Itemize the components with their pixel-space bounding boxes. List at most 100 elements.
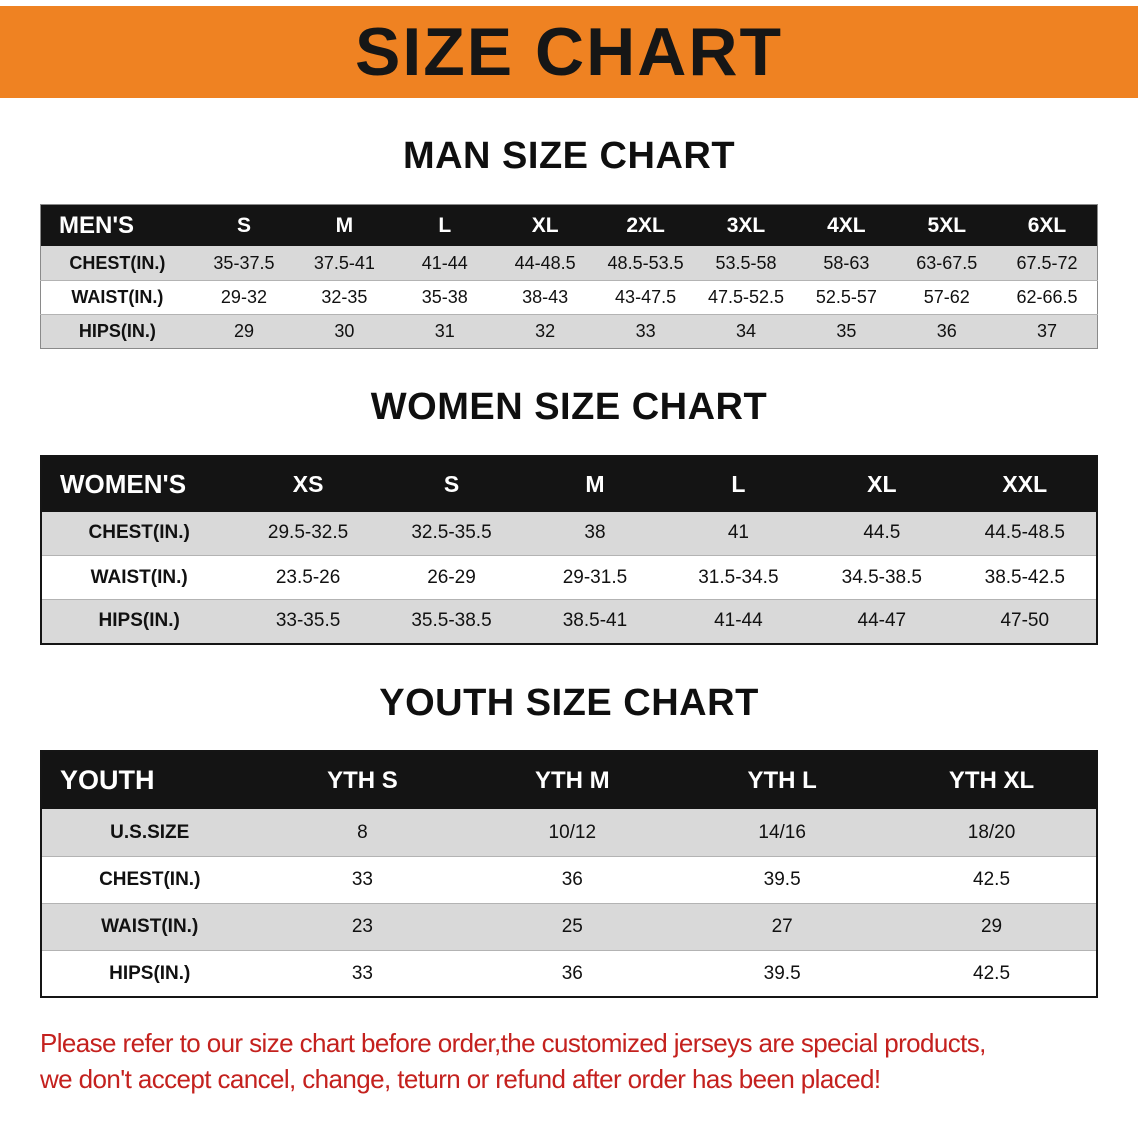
size-value-cell: 38.5-42.5 xyxy=(984,566,1065,588)
size-value-cell: 38.5-41 xyxy=(562,610,628,632)
size-column-header: XL xyxy=(494,204,596,247)
size-column-header: S xyxy=(193,204,295,247)
size-value-cell: 35-38 xyxy=(421,286,468,307)
size-value-cell: 63-67.5 xyxy=(916,252,978,273)
row-label: HIPS(IN.) xyxy=(78,320,156,341)
size-value-cell: 36 xyxy=(561,868,583,890)
size-value-cell: 32-35 xyxy=(321,286,368,307)
size-value-cell: 62-66.5 xyxy=(1016,286,1078,307)
youth-size-chart-section: YOUTH SIZE CHART YOUTH YTH S YTH M YTH L YTH… xyxy=(0,681,1138,999)
size-value-cell: 29-32 xyxy=(220,286,267,307)
size-value-cell: 48.5-53.5 xyxy=(607,252,684,273)
measurement-row: WAIST(IN.) 29-32 32-35 35-38 38-43 43-47.5 47.… xyxy=(40,280,1098,315)
women-size-table: WOMEN'S XS S M L XL XXL CHEST(IN.) 29.5-32.5 32.5… xyxy=(40,454,1098,645)
size-column-header: L xyxy=(394,204,495,247)
size-column-header: YTH L xyxy=(677,751,888,810)
size-column-header: M xyxy=(523,455,667,512)
size-value-cell: 39.5 xyxy=(763,962,801,984)
measurement-row: U.S.SIZE 8 10/12 14/16 18/20 xyxy=(41,809,1097,857)
size-value-cell: 57-62 xyxy=(923,286,970,307)
size-value-cell: 14/16 xyxy=(758,821,806,843)
size-value-cell: 34 xyxy=(735,320,756,341)
size-value-cell: 29-31.5 xyxy=(562,566,628,588)
size-value-cell: 25 xyxy=(561,915,583,937)
size-value-cell: 38-43 xyxy=(522,286,569,307)
size-column-header: 3XL xyxy=(695,204,797,247)
size-value-cell: 58-63 xyxy=(823,252,870,273)
row-label: WAIST(IN.) xyxy=(101,915,199,937)
size-value-cell: 42.5 xyxy=(973,868,1011,890)
youth-size-table: YOUTH YTH S YTH M YTH L YTH XL U.S.SIZE 8 10/12… xyxy=(40,750,1098,999)
size-value-cell: 33 xyxy=(635,320,656,341)
size-value-cell: 44-48.5 xyxy=(514,252,576,273)
size-value-cell: 36 xyxy=(936,320,957,341)
size-value-cell: 23.5-26 xyxy=(275,566,341,588)
size-value-cell: 29 xyxy=(980,915,1003,937)
size-value-cell: 41-44 xyxy=(714,610,763,632)
row-label: U.S.SIZE xyxy=(110,821,190,843)
size-value-cell: 44.5 xyxy=(863,522,901,544)
table-corner-label: YOUTH xyxy=(41,751,258,810)
section-heading-man: MAN SIZE CHART xyxy=(402,135,736,177)
size-value-cell: 43-47.5 xyxy=(615,286,677,307)
row-label: CHEST(IN.) xyxy=(99,868,201,890)
banner: SIZE CHART xyxy=(0,6,1138,98)
page-title: SIZE CHART xyxy=(355,14,783,90)
size-value-cell: 67.5-72 xyxy=(1016,252,1078,273)
size-value-cell: 31 xyxy=(434,320,455,341)
size-value-cell: 39.5 xyxy=(763,868,801,890)
measurement-row: WAIST(IN.) 23.5-26 26-29 29-31.5 31.5-34.5 34… xyxy=(41,555,1097,600)
measurement-row: HIPS(IN.) 33 36 39.5 42.5 xyxy=(41,950,1097,998)
header-row: YOUTH YTH S YTH M YTH L YTH XL xyxy=(41,751,1097,810)
size-value-cell: 41-44 xyxy=(421,252,468,273)
table-corner-label: WOMEN'S xyxy=(41,455,237,512)
size-value-cell: 44.5-48.5 xyxy=(984,522,1065,544)
size-value-cell: 35-37.5 xyxy=(213,252,275,273)
size-value-cell: 47-50 xyxy=(1000,610,1050,632)
row-label: CHEST(IN.) xyxy=(88,522,190,544)
women-size-chart-section: WOMEN SIZE CHART WOMEN'S XS S M L XL XXL CHEST(… xyxy=(0,386,1138,645)
size-value-cell: 33 xyxy=(351,868,373,890)
measurement-row: WAIST(IN.) 23 25 27 29 xyxy=(41,903,1097,951)
size-column-header: XS xyxy=(236,455,380,512)
disclaimer-line-1: Please refer to our size chart before or… xyxy=(40,1028,986,1059)
size-value-cell: 37.5-41 xyxy=(313,252,375,273)
measurement-row: CHEST(IN.) 33 36 39.5 42.5 xyxy=(41,856,1097,904)
size-value-cell: 33-35.5 xyxy=(275,610,341,632)
row-label: HIPS(IN.) xyxy=(109,962,191,984)
measurement-row: HIPS(IN.) 33-35.5 35.5-38.5 38.5-41 41-44 44-… xyxy=(41,599,1097,644)
size-column-header: XL xyxy=(810,455,954,512)
measurement-row: CHEST(IN.) 29.5-32.5 32.5-35.5 38 41 44.5 44.5… xyxy=(41,511,1097,556)
table-corner-label: MEN'S xyxy=(40,204,194,247)
size-value-cell: 52.5-57 xyxy=(815,286,877,307)
size-value-cell: 36 xyxy=(561,962,583,984)
size-value-cell: 30 xyxy=(334,320,355,341)
size-column-header: S xyxy=(379,455,524,512)
size-column-header: 5XL xyxy=(896,204,997,247)
size-value-cell: 35.5-38.5 xyxy=(411,610,492,632)
size-chart-page: SIZE CHART MAN SIZE CHART MEN'S S M L XL 2XL 3… xyxy=(0,6,1138,1098)
size-value-cell: 29.5-32.5 xyxy=(267,522,349,544)
size-value-cell: 47.5-52.5 xyxy=(707,286,785,307)
row-label: WAIST(IN.) xyxy=(71,286,164,307)
measurement-row: CHEST(IN.) 35-37.5 37.5-41 41-44 44-48.5 48.5… xyxy=(40,246,1098,281)
disclaimer-line-2: we don't accept cancel, change, teturn o… xyxy=(40,1064,881,1095)
size-column-header: YTH M xyxy=(467,751,678,810)
section-heading-youth: YOUTH SIZE CHART xyxy=(379,681,759,724)
size-value-cell: 26-29 xyxy=(427,566,476,588)
size-column-header: YTH XL xyxy=(887,751,1097,810)
size-column-header: YTH S xyxy=(257,751,468,810)
size-value-cell: 37 xyxy=(1036,320,1058,341)
size-value-cell: 34.5-38.5 xyxy=(841,566,922,588)
measurement-row: HIPS(IN.) 29 30 31 32 33 34 35 36 37 xyxy=(40,314,1098,349)
disclaimer-note: Please refer to our size chart before or… xyxy=(40,1026,1138,1098)
size-value-cell: 35 xyxy=(836,320,857,341)
size-value-cell: 53.5-58 xyxy=(715,252,777,273)
size-value-cell: 10/12 xyxy=(548,821,597,843)
man-size-chart-section: MAN SIZE CHART MEN'S S M L XL 2XL 3XL 4XL 5XL 6XL… xyxy=(0,135,1138,349)
size-column-header: L xyxy=(666,455,811,512)
size-value-cell: 27 xyxy=(771,915,793,937)
size-value-cell: 42.5 xyxy=(973,962,1011,984)
size-value-cell: 44-47 xyxy=(857,610,907,632)
size-column-header: XXL xyxy=(953,455,1097,512)
